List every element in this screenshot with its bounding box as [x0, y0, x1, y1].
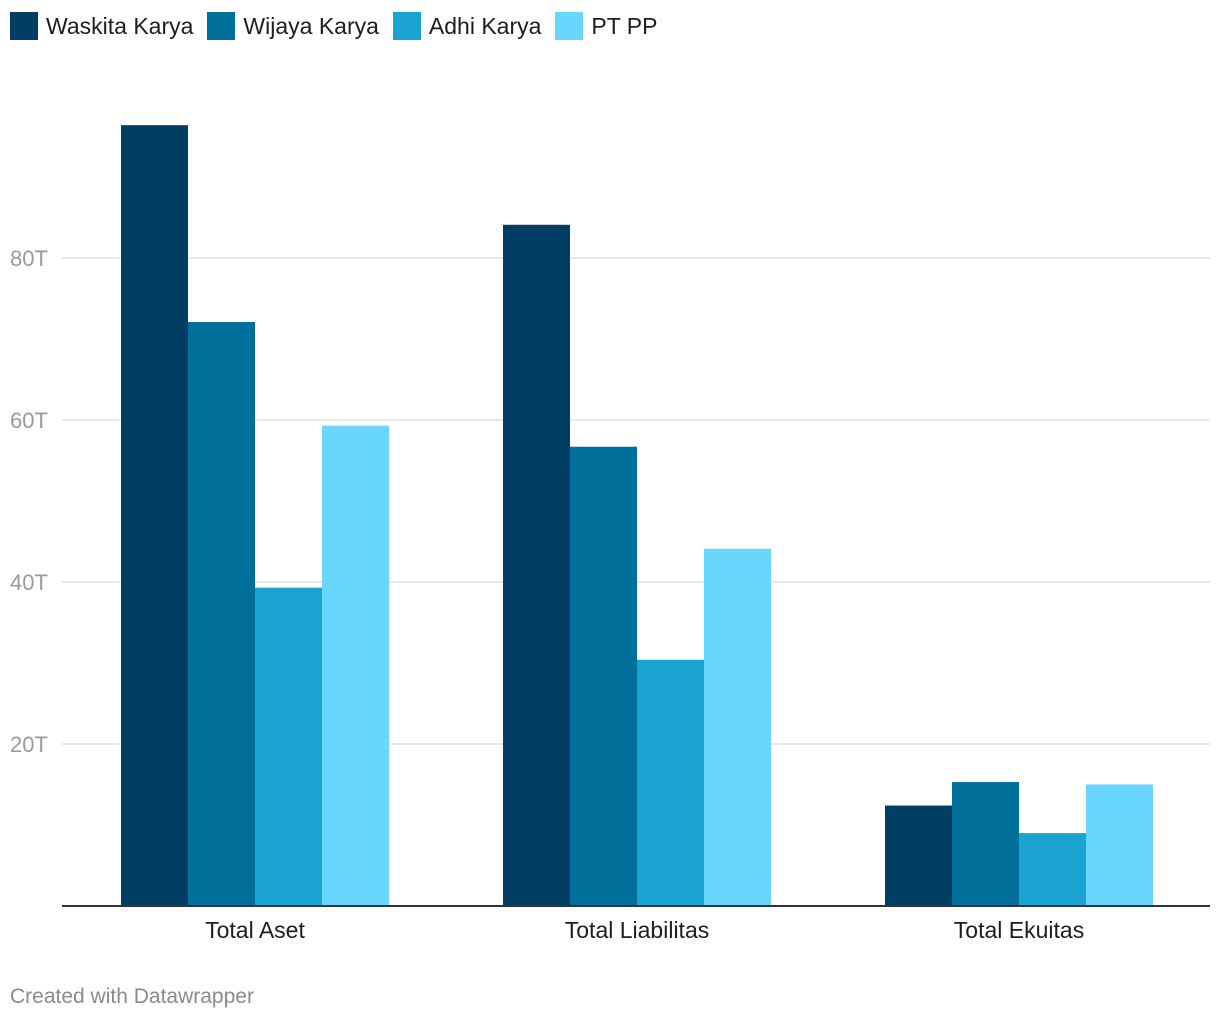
legend-label-waskita-karya: Waskita Karya — [46, 12, 194, 39]
legend-swatch-pt-pp — [555, 12, 584, 40]
legend-swatch-waskita-karya — [10, 12, 38, 40]
legend-label-wijaya-karya: Wijaya Karya — [243, 12, 379, 39]
y-tick-label-80t: 80T — [10, 246, 48, 271]
legend-item-waskita-karya: Waskita Karya — [10, 12, 193, 40]
legend-label-pt-pp: PT PP — [591, 12, 658, 39]
footer-credit: Created with Datawrapper — [10, 985, 254, 1008]
x-category-label-total-ekuitas: Total Ekuitas — [954, 917, 1084, 943]
y-tick-label-20t: 20T — [10, 732, 48, 757]
legend-swatch-adhi-karya — [392, 12, 421, 40]
bar-wijaya-karya-total-ekuitas — [952, 782, 1019, 906]
legend-item-wijaya-karya: Wijaya Karya — [207, 12, 379, 40]
legend-item-pt-pp: PT PP — [555, 12, 657, 40]
legend-item-adhi-karya: Adhi Karya — [392, 12, 542, 40]
y-tick-label-40t: 40T — [10, 570, 48, 595]
bar-pt-pp-total-aset — [322, 425, 389, 906]
bar-pt-pp-total-ekuitas — [1086, 784, 1153, 906]
bar-waskita-karya-total-ekuitas — [885, 805, 952, 906]
y-tick-label-60t: 60T — [10, 408, 48, 433]
bar-adhi-karya-total-ekuitas — [1019, 833, 1086, 906]
x-category-label-total-liabilitas: Total Liabilitas — [565, 917, 709, 943]
chart-legend: Waskita Karya Wijaya Karya Adhi Karya PT… — [10, 10, 671, 42]
legend-label-adhi-karya: Adhi Karya — [428, 12, 542, 39]
bar-chart: 20T 40T 60T 80T Total Aset Total Liabilitas To… — [10, 125, 1210, 943]
bar-pt-pp-total-liabilitas — [704, 548, 771, 906]
bar-adhi-karya-total-aset — [255, 587, 322, 906]
bar-waskita-karya-total-aset — [121, 125, 188, 906]
bar-adhi-karya-total-liabilitas — [637, 659, 704, 906]
legend-swatch-wijaya-karya — [207, 12, 236, 40]
x-category-label-total-aset: Total Aset — [205, 917, 305, 943]
bar-wijaya-karya-total-liabilitas — [570, 446, 637, 906]
bar-waskita-karya-total-liabilitas — [503, 224, 570, 907]
bar-wijaya-karya-total-aset — [188, 321, 255, 906]
